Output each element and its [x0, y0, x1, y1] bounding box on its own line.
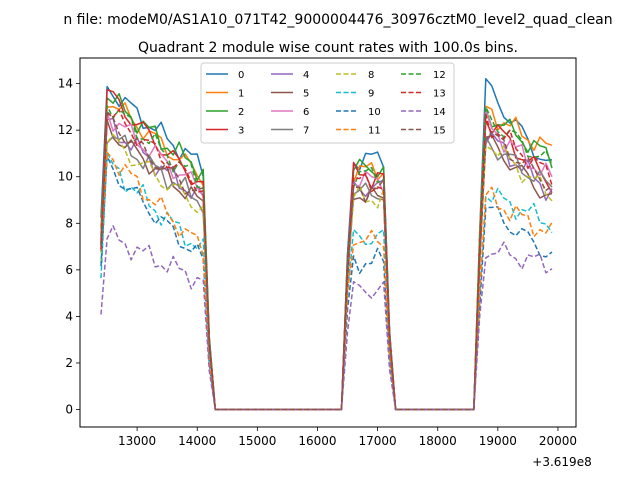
legend-label-13: 13	[433, 89, 446, 100]
legend-label-5: 5	[303, 89, 309, 100]
legend-label-9: 9	[368, 89, 374, 100]
plot-area	[100, 77, 553, 411]
legend-label-3: 3	[238, 126, 244, 137]
legend-label-10: 10	[368, 107, 381, 118]
legend-label-4: 4	[303, 70, 309, 81]
legend-label-14: 14	[433, 107, 446, 118]
series-line-11	[100, 151, 553, 411]
x-tick-label: 16000	[298, 434, 336, 448]
series-line-15	[100, 110, 553, 411]
chart-title: Quadrant 2 module wise count rates with …	[138, 40, 518, 56]
series-line-10	[100, 155, 553, 411]
axes-frame	[79, 57, 577, 428]
legend-label-11: 11	[368, 126, 381, 137]
legend-label-0: 0	[238, 70, 244, 81]
x-tick-label: 19000	[479, 434, 517, 448]
series-line-14	[100, 225, 553, 411]
y-tick-label: 14	[58, 77, 73, 91]
suptitle: n file: modeM0/AS1A10_071T42_9000004476_…	[63, 12, 612, 28]
legend-label-12: 12	[433, 70, 446, 81]
y-tick-label: 10	[58, 170, 73, 184]
x-tick-label: 13000	[118, 434, 156, 448]
y-tick-label: 0	[65, 403, 73, 417]
legend-label-7: 7	[303, 126, 309, 137]
x-axis: 13000 14000 15000 16000 17000 18000 19000 20000	[118, 427, 577, 448]
x-offset-label: +3.619e8	[532, 455, 591, 469]
y-tick-label: 8	[65, 216, 73, 230]
y-tick-label: 12	[58, 123, 73, 137]
legend-label-15: 15	[433, 126, 446, 137]
legend-box	[200, 62, 455, 144]
x-tick-label: 20000	[539, 434, 577, 448]
y-tick-label: 4	[65, 309, 73, 323]
series-line-9	[100, 151, 553, 411]
y-tick-label: 6	[65, 263, 73, 277]
x-tick-label: 14000	[178, 434, 216, 448]
x-tick-label: 18000	[419, 434, 457, 448]
x-tick-label: 15000	[238, 434, 276, 448]
y-axis: 0 2 4 6 8 10 12 14	[58, 77, 80, 417]
legend-label-8: 8	[368, 70, 374, 81]
legend-label-6: 6	[303, 107, 309, 118]
x-tick-label: 17000	[359, 434, 397, 448]
legend-label-1: 1	[238, 89, 244, 100]
legend-label-2: 2	[238, 107, 244, 118]
series-line-13	[100, 109, 553, 411]
y-tick-label: 2	[65, 356, 73, 370]
